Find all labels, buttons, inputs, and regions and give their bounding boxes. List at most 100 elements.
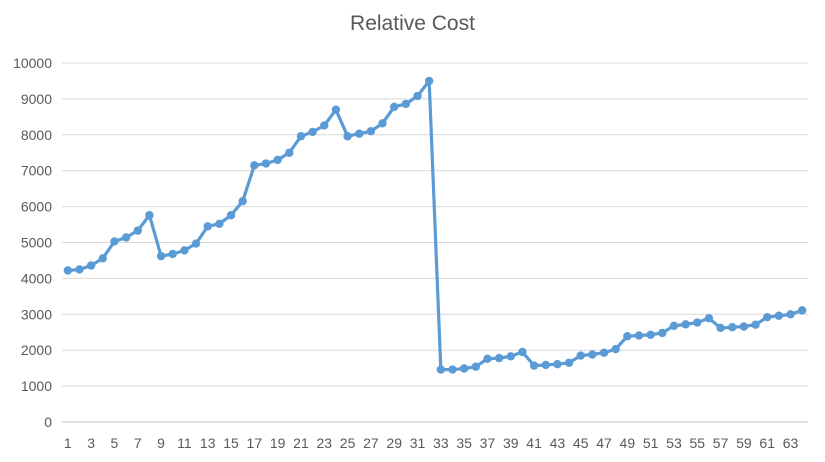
- x-tick-label: 25: [340, 435, 356, 451]
- data-point: [63, 266, 73, 275]
- y-tick-label: 2000: [21, 342, 52, 358]
- data-point: [634, 331, 644, 340]
- gridlines: [62, 62, 808, 423]
- data-point: [751, 320, 760, 329]
- data-point: [285, 148, 294, 157]
- x-tick-label: 1: [64, 435, 72, 451]
- y-tick-label: 7000: [21, 163, 52, 179]
- y-tick-label: 3000: [21, 306, 52, 322]
- data-point: [564, 358, 574, 367]
- data-point: [331, 105, 341, 114]
- x-tick-label: 17: [247, 435, 263, 451]
- data-point: [681, 320, 690, 329]
- x-tick-label: 41: [526, 435, 542, 451]
- y-axis-ticks: 0 1000 2000 3000 4000 5000 6000 7000 8000 9000 100…: [13, 55, 52, 430]
- data-point: [366, 127, 376, 136]
- x-tick-label: 49: [620, 435, 636, 451]
- x-tick-label: 59: [736, 435, 752, 451]
- data-point: [296, 132, 306, 141]
- data-point: [121, 233, 131, 242]
- data-point: [436, 365, 446, 374]
- data-point: [308, 127, 317, 137]
- x-tick-label: 35: [456, 435, 472, 451]
- data-point: [506, 352, 515, 361]
- data-point: [203, 222, 212, 231]
- data-point: [471, 362, 480, 371]
- data-point: [86, 261, 96, 270]
- data-point: [180, 246, 189, 255]
- data-point: [424, 76, 434, 86]
- data-point: [191, 239, 201, 248]
- data-point: [133, 226, 142, 235]
- data-point: [658, 328, 667, 338]
- x-tick-label: 45: [573, 435, 589, 451]
- data-point: [390, 102, 399, 111]
- data-point: [343, 132, 352, 141]
- x-tick-label: 53: [666, 435, 682, 451]
- data-point: [774, 311, 784, 320]
- series-layer: [63, 76, 807, 374]
- data-point: [226, 211, 236, 220]
- x-tick-label: 33: [433, 435, 449, 451]
- x-tick-label: 11: [177, 435, 192, 451]
- x-tick-label: 63: [783, 435, 799, 451]
- x-tick-label: 43: [550, 435, 566, 451]
- data-point: [576, 351, 585, 360]
- data-point: [156, 251, 166, 261]
- y-tick-label: 4000: [21, 270, 52, 286]
- data-point: [704, 314, 714, 323]
- data-point: [355, 129, 364, 138]
- data-point: [145, 211, 154, 220]
- y-tick-label: 10000: [13, 55, 52, 71]
- data-point: [378, 119, 387, 128]
- x-tick-label: 13: [200, 435, 216, 451]
- data-point: [669, 321, 679, 330]
- data-point: [98, 254, 107, 263]
- x-tick-label: 21: [293, 435, 309, 451]
- data-point: [623, 331, 632, 341]
- x-tick-label: 29: [386, 435, 402, 451]
- data-point: [553, 360, 562, 369]
- data-point: [797, 306, 807, 315]
- x-tick-label: 47: [596, 435, 612, 451]
- x-tick-label: 27: [363, 435, 379, 451]
- y-tick-label: 1000: [21, 378, 52, 394]
- x-tick-label: 15: [223, 435, 239, 451]
- x-tick-label: 23: [316, 435, 332, 451]
- y-tick-label: 8000: [21, 127, 52, 143]
- y-tick-label: 9000: [21, 91, 52, 107]
- data-point: [611, 344, 620, 354]
- y-tick-label: 6000: [21, 199, 52, 215]
- data-point: [75, 265, 84, 274]
- data-point: [518, 347, 527, 357]
- data-point: [483, 354, 492, 364]
- data-point: [588, 350, 597, 359]
- x-tick-label: 61: [759, 435, 775, 451]
- x-tick-label: 37: [480, 435, 496, 451]
- x-tick-label: 3: [87, 435, 95, 451]
- x-tick-label: 39: [503, 435, 519, 451]
- data-point: [413, 91, 422, 101]
- data-point: [541, 360, 550, 370]
- data-point: [728, 323, 737, 332]
- data-point: [110, 237, 119, 246]
- x-tick-label: 57: [713, 435, 729, 451]
- data-point: [529, 361, 539, 370]
- data-point: [401, 99, 411, 109]
- data-point: [238, 197, 247, 206]
- data-point: [168, 249, 177, 259]
- data-point: [739, 322, 749, 331]
- data-point: [459, 364, 469, 373]
- x-tick-label: 51: [643, 435, 659, 451]
- x-tick-label: 19: [270, 435, 286, 451]
- data-point: [261, 159, 271, 168]
- data-point: [646, 330, 655, 339]
- data-point: [763, 312, 772, 322]
- data-point: [599, 348, 609, 357]
- y-tick-label: 5000: [21, 235, 52, 251]
- x-tick-label: 9: [157, 435, 165, 451]
- x-tick-label: 31: [410, 435, 426, 451]
- data-point: [215, 219, 224, 229]
- data-point: [716, 323, 725, 333]
